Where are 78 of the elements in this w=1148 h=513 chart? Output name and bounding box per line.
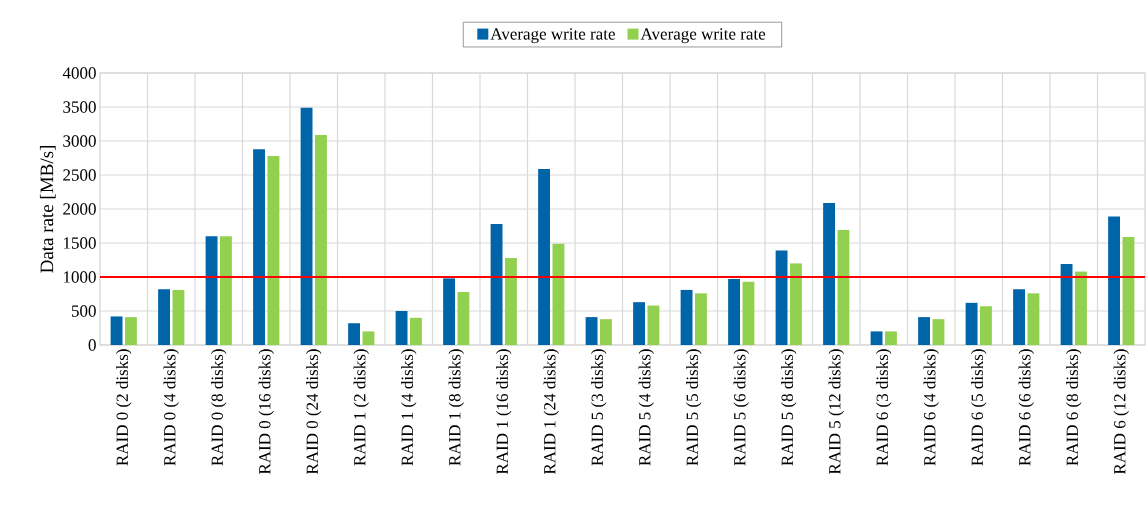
x-tick-label: RAID 5 (3 disks) — [591, 349, 607, 466]
x-tick-label: RAID 5 (6 disks) — [733, 349, 749, 466]
bar — [728, 279, 740, 345]
bar — [505, 257, 517, 345]
y-tick-label: 0 — [88, 339, 96, 351]
bar — [647, 305, 660, 345]
bar — [680, 289, 693, 345]
x-tick-label: RAID 1 (2 disks) — [353, 349, 369, 466]
x-tick-label: RAID 1 (8 disks) — [448, 349, 464, 466]
bar — [600, 319, 612, 345]
x-tick-label: RAID 1 (24 disks) — [543, 349, 559, 475]
x-tick-label: RAID 6 (12 disks) — [1113, 349, 1129, 475]
bar — [932, 319, 945, 345]
bar — [538, 168, 550, 345]
bar — [267, 155, 280, 345]
x-tick-label: RAID 1 (16 disks) — [496, 349, 512, 475]
bar — [870, 331, 883, 345]
bar — [348, 323, 360, 345]
x-tick-label: RAID 6 (4 disks) — [923, 349, 939, 466]
bar — [885, 331, 897, 345]
bar — [443, 278, 455, 345]
bar — [552, 243, 565, 345]
y-tick-label: 2500 — [63, 169, 96, 181]
bar — [362, 331, 375, 345]
bar — [980, 306, 992, 345]
bar — [1027, 293, 1040, 345]
x-tick-label: RAID 6 (3 disks) — [876, 349, 892, 466]
legend-label: Average write rate — [490, 28, 615, 44]
x-tick-label: RAID 5 (8 disks) — [781, 349, 797, 466]
bar — [410, 317, 422, 345]
y-tick-label: 4000 — [62, 67, 96, 79]
x-tick-label: RAID 0 (4 disks) — [163, 349, 179, 466]
bar — [315, 134, 327, 345]
bar — [300, 107, 313, 345]
y-tick-label: 1500 — [63, 237, 96, 249]
bar — [633, 302, 645, 345]
y-tick-label: 2000 — [63, 203, 96, 215]
bar — [790, 263, 802, 345]
x-tick-label: RAID 1 (4 disks) — [401, 349, 417, 466]
bar — [965, 302, 978, 345]
bar — [1108, 216, 1120, 345]
x-tick-label: RAID 5 (12 disks) — [828, 349, 844, 475]
bar — [253, 149, 265, 345]
x-tick-label: RAID 5 (4 disks) — [638, 349, 654, 466]
legend-label: Average write rate — [640, 28, 766, 44]
bar — [1122, 236, 1135, 345]
bar — [918, 317, 930, 345]
x-tick-label: RAID 6 (8 disks) — [1066, 349, 1082, 466]
x-tick-label: RAID 0 (2 disks) — [116, 349, 132, 466]
bar — [695, 293, 707, 345]
bar — [1075, 271, 1087, 345]
y-tick-label: 3500 — [63, 101, 96, 113]
x-tick-label: RAID 5 (5 disks) — [686, 349, 702, 466]
bar — [457, 291, 470, 345]
y-tick-label: 3000 — [63, 135, 96, 147]
bar — [125, 317, 137, 345]
bar — [395, 311, 408, 345]
bar — [585, 317, 598, 345]
bar — [490, 223, 503, 345]
bar — [1013, 289, 1025, 345]
bar — [220, 236, 232, 345]
bar — [172, 289, 185, 345]
y-tick-label: 500 — [71, 305, 96, 317]
bar — [837, 230, 850, 345]
bar — [775, 250, 788, 345]
bar — [110, 316, 123, 345]
x-tick-label: RAID 0 (16 disks) — [258, 349, 274, 475]
bar — [1060, 264, 1073, 345]
x-tick-label: RAID 0 (24 disks) — [306, 349, 322, 475]
bar — [742, 281, 755, 345]
bar — [205, 236, 218, 345]
y-axis-title: Data rate [MB/s] — [39, 146, 56, 273]
bar — [158, 289, 170, 345]
bar — [823, 202, 835, 345]
y-tick-label: 1000 — [63, 271, 96, 283]
x-tick-label: RAID 0 (8 disks) — [211, 349, 227, 466]
x-tick-label: RAID 6 (6 disks) — [1018, 349, 1034, 466]
x-tick-label: RAID 6 (5 disks) — [971, 349, 987, 466]
